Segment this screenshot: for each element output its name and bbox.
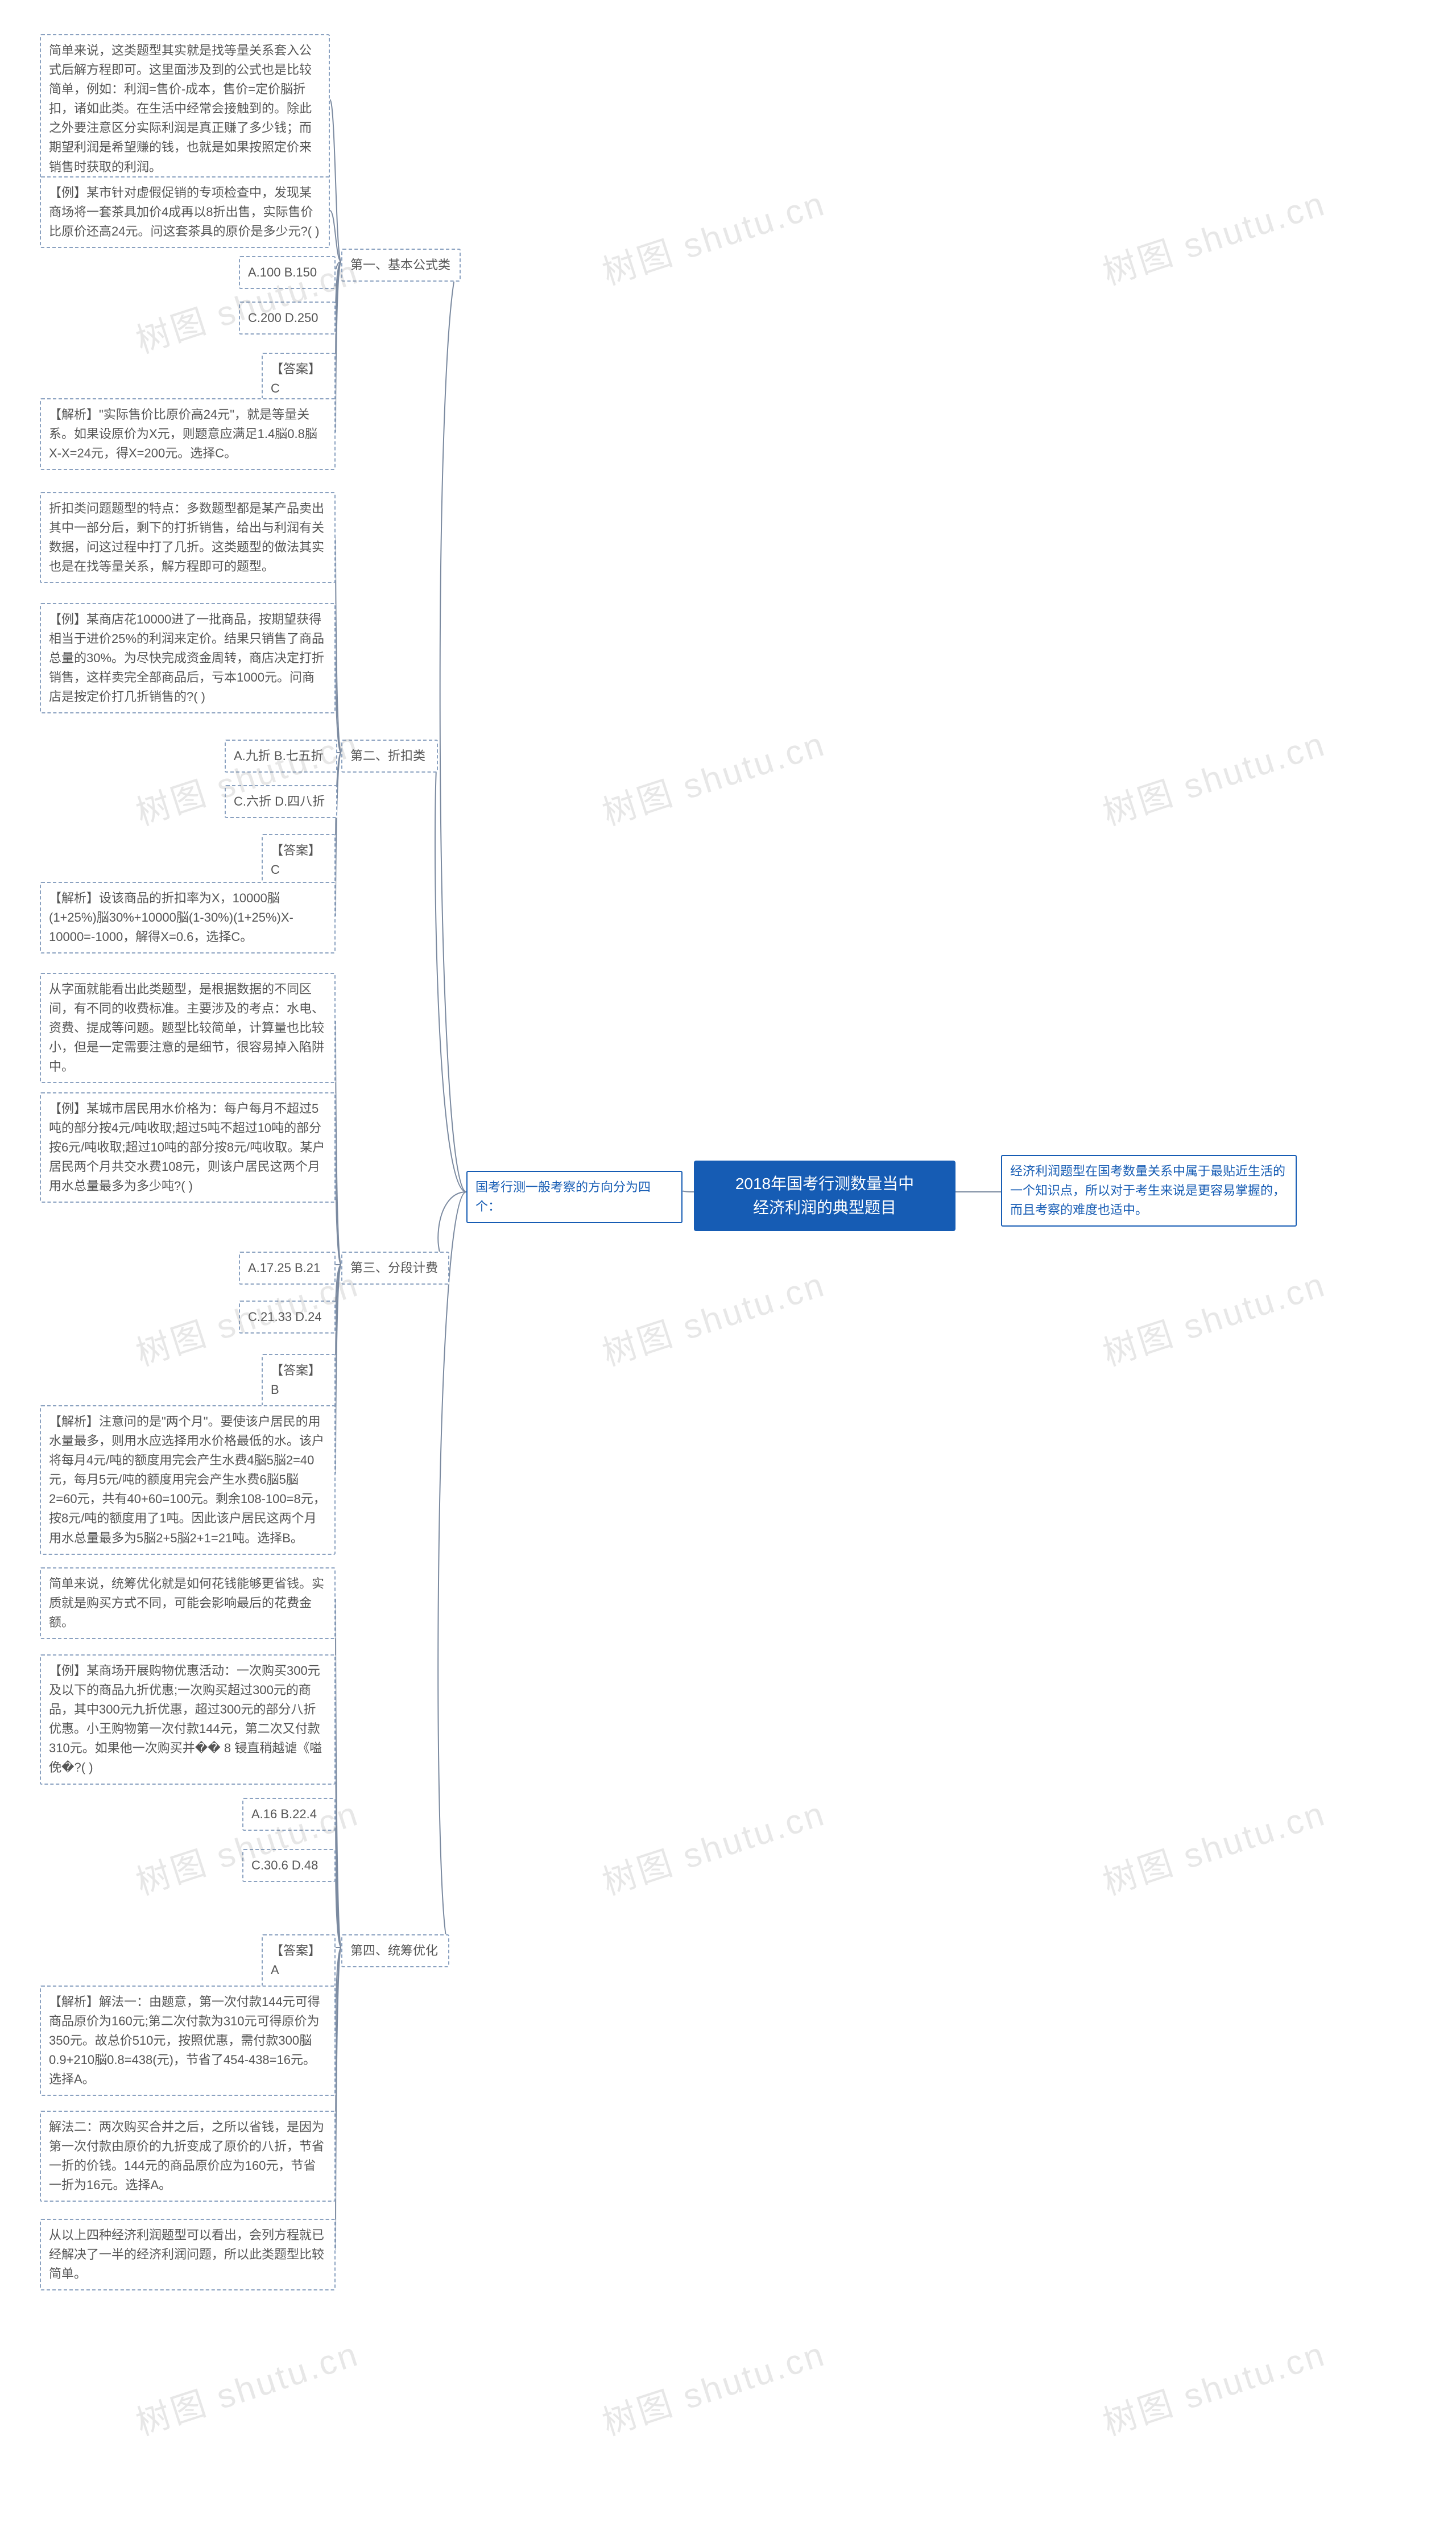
category-3[interactable]: 第三、分段计费 — [341, 1252, 449, 1285]
cat2-options-ab[interactable]: A.九折 B.七五折 — [225, 740, 337, 773]
category-2[interactable]: 第二、折扣类 — [341, 740, 438, 773]
cat3-description[interactable]: 从字面就能看出此类题型，是根据数据的不同区间，有不同的收费标准。主要涉及的考点：… — [40, 973, 336, 1083]
cat1-options-cd[interactable]: C.200 D.250 — [239, 302, 336, 335]
cat4-options-cd[interactable]: C.30.6 D.48 — [242, 1849, 336, 1882]
cat4-example[interactable]: 【例】某商场开展购物优惠活动：一次购买300元及以下的商品九折优惠;一次购买超过… — [40, 1654, 336, 1785]
root-title-line1: 2018年国考行测数量当中 — [709, 1172, 941, 1196]
cat4-options-ab[interactable]: A.16 B.22.4 — [242, 1798, 336, 1831]
cat1-description[interactable]: 简单来说，这类题型其实就是找等量关系套入公式后解方程即可。这里面涉及到的公式也是… — [40, 34, 330, 184]
cat2-options-cd[interactable]: C.六折 D.四八折 — [225, 785, 337, 818]
cat3-answer[interactable]: 【答案】B — [262, 1354, 336, 1406]
cat1-explanation[interactable]: 【解析】"实际售价比原价高24元"，就是等量关系。如果设原价为X元，则题意应满足… — [40, 398, 336, 470]
watermark: 树图 shutu.cn — [129, 2326, 365, 2445]
cat4-summary[interactable]: 从以上四种经济利润题型可以看出，会列方程就已经解决了一半的经济利润问题，所以此类… — [40, 2219, 336, 2290]
cat4-explanation-1[interactable]: 【解析】解法一：由题意，第一次付款144元可得商品原价为160元;第二次付款为3… — [40, 1986, 336, 2096]
cat1-options-ab[interactable]: A.100 B.150 — [239, 256, 336, 289]
category-1[interactable]: 第一、基本公式类 — [341, 249, 461, 282]
watermark: 树图 shutu.cn — [1096, 176, 1331, 295]
cat3-explanation[interactable]: 【解析】注意问的是"两个月"。要使该户居民的用水量最多，则用水应选择用水价格最低… — [40, 1405, 336, 1555]
cat3-options-ab[interactable]: A.17.25 B.21 — [239, 1252, 336, 1285]
watermark: 树图 shutu.cn — [595, 1786, 831, 1905]
watermark: 树图 shutu.cn — [595, 2326, 831, 2445]
root-node[interactable]: 2018年国考行测数量当中 经济利润的典型题目 — [694, 1161, 956, 1231]
right-summary[interactable]: 经济利润题型在国考数量关系中属于最贴近生活的一个知识点，所以对于考生来说是更容易… — [1001, 1155, 1297, 1227]
cat4-answer[interactable]: 【答案】A — [262, 1934, 336, 1987]
cat2-description[interactable]: 折扣类问题题型的特点：多数题型都是某产品卖出其中一部分后，剩下的打折销售，给出与… — [40, 492, 336, 583]
cat2-answer[interactable]: 【答案】C — [262, 834, 336, 886]
cat3-example[interactable]: 【例】某城市居民用水价格为：每户每月不超过5吨的部分按4元/吨收取;超过5吨不超… — [40, 1092, 336, 1203]
watermark: 树图 shutu.cn — [1096, 1786, 1331, 1905]
cat4-explanation-2[interactable]: 解法二：两次购买合并之后，之所以省钱，是因为第一次付款由原价的九折变成了原价的八… — [40, 2111, 336, 2202]
category-4[interactable]: 第四、统筹优化 — [341, 1934, 449, 1967]
cat2-example[interactable]: 【例】某商店花10000进了一批商品，按期望获得相当于进价25%的利润来定价。结… — [40, 603, 336, 713]
cat2-explanation[interactable]: 【解析】设该商品的折扣率为X，10000脳(1+25%)脳30%+10000脳(… — [40, 882, 336, 954]
watermark: 树图 shutu.cn — [595, 176, 831, 295]
cat4-description[interactable]: 简单来说，统筹优化就是如何花钱能够更省钱。实质就是购买方式不同，可能会影响最后的… — [40, 1567, 336, 1639]
cat3-options-cd[interactable]: C.21.33 D.24 — [239, 1301, 336, 1334]
watermark: 树图 shutu.cn — [1096, 2326, 1331, 2445]
left-intro[interactable]: 国考行测一般考察的方向分为四个： — [466, 1171, 682, 1223]
cat1-example[interactable]: 【例】某市针对虚假促销的专项检查中，发现某商场将一套茶具加价4成再以8折出售，实… — [40, 176, 330, 248]
watermark: 树图 shutu.cn — [595, 716, 831, 835]
watermark: 树图 shutu.cn — [1096, 716, 1331, 835]
cat1-answer[interactable]: 【答案】C — [262, 353, 336, 405]
watermark: 树图 shutu.cn — [595, 1257, 831, 1376]
root-title-line2: 经济利润的典型题目 — [709, 1196, 941, 1220]
watermark: 树图 shutu.cn — [1096, 1257, 1331, 1376]
